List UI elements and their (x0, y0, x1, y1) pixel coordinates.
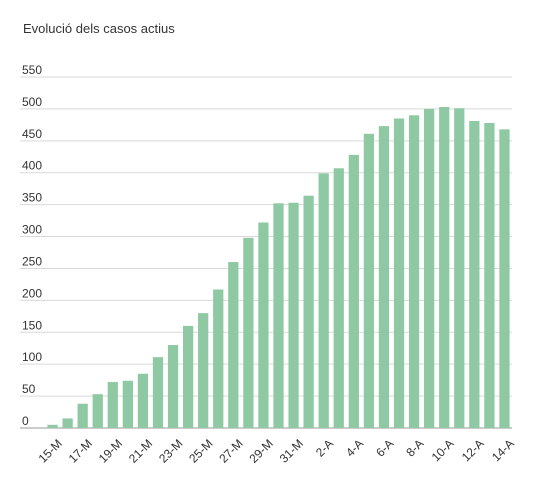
bar-6-A (378, 126, 390, 428)
y-tick-label-400: 400 (22, 159, 42, 173)
bar-24-M (182, 325, 194, 428)
bar-25-M (198, 313, 209, 428)
y-tick-label-550: 550 (22, 63, 42, 77)
y-tick-label-0: 0 (22, 414, 29, 428)
bar-9-A (424, 108, 435, 428)
bar-8-A (408, 115, 420, 429)
y-tick-label-450: 450 (22, 127, 42, 141)
bar-22-M (152, 357, 164, 428)
bar-17-M (77, 403, 88, 428)
bar-18-M (92, 394, 103, 428)
bar-26-M (213, 289, 224, 428)
bar-5-A (363, 133, 375, 428)
bar-15-M (47, 424, 58, 428)
y-tick-label-350: 350 (22, 191, 42, 205)
y-tick-label-150: 150 (22, 318, 42, 332)
bar-14-A (499, 129, 510, 428)
bar-13-A (484, 122, 495, 428)
y-tick-label-500: 500 (22, 95, 42, 109)
bar-3-A (333, 168, 344, 428)
bar-23-M (167, 345, 179, 428)
bar-29-M (258, 222, 269, 428)
bar-16-M (62, 418, 73, 428)
x-tick-label-19-M: 19-M (96, 436, 125, 465)
x-tick-label-23-M: 23-M (156, 436, 185, 465)
bar-31-M (288, 202, 299, 428)
bar-28-M (243, 237, 254, 428)
bar-12-A (469, 121, 480, 428)
y-tick-label-100: 100 (22, 350, 42, 364)
x-tick-label-21-M: 21-M (126, 436, 155, 465)
x-tick-label-31-M: 31-M (277, 436, 306, 465)
x-tick-label-10-A: 10-A (429, 436, 457, 464)
x-tick-label-6-A: 6-A (373, 436, 396, 459)
bar-20-M (122, 380, 133, 428)
x-tick-label-27-M: 27-M (216, 436, 245, 465)
bar-27-M (228, 262, 239, 428)
bar-11-A (454, 108, 465, 429)
x-tick-label-25-M: 25-M (186, 436, 215, 465)
bar-30-M (273, 203, 284, 428)
y-tick-label-200: 200 (22, 286, 42, 300)
x-tick-label-8-A: 8-A (403, 436, 426, 459)
bar-1-A (303, 195, 314, 428)
y-tick-label-50: 50 (22, 382, 36, 396)
y-tick-label-300: 300 (22, 223, 42, 237)
bar-19-M (107, 382, 118, 428)
chart-title: Evolució dels casos actius (23, 21, 175, 36)
bar-7-A (393, 118, 405, 429)
x-tick-label-4-A: 4-A (343, 436, 366, 459)
x-tick-label-14-A: 14-A (489, 436, 517, 464)
bar-10-A (439, 106, 450, 429)
bar-21-M (137, 373, 149, 428)
x-tick-label-17-M: 17-M (66, 436, 95, 465)
bar-2-A (318, 173, 329, 428)
x-tick-label-29-M: 29-M (247, 436, 276, 465)
x-tick-label-2-A: 2-A (313, 436, 336, 459)
x-tick-label-15-M: 15-M (36, 436, 65, 465)
bar-4-A (348, 154, 359, 428)
x-tick-label-12-A: 12-A (459, 436, 487, 464)
y-tick-label-250: 250 (22, 254, 42, 268)
